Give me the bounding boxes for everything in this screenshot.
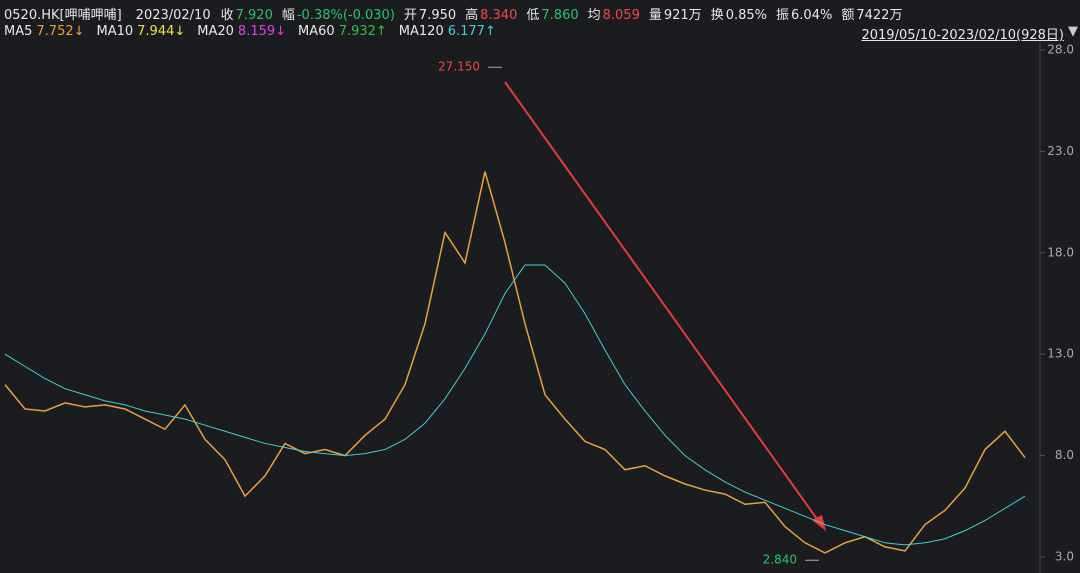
y-tick-label: 23.0 [1047,144,1074,158]
price-line [4,264,1026,546]
y-tick-label: 18.0 [1047,245,1074,259]
y-tick-label: 8.0 [1055,448,1074,462]
ma-value: 8.159↓ [237,24,287,39]
y-tick-label: 3.0 [1055,550,1074,564]
field-label: 幅 [281,8,295,23]
field-label: 高 [465,8,479,23]
y-tick-label: 13.0 [1047,347,1074,361]
field-label: 收 [220,8,234,23]
field-value: 921万 [663,8,702,23]
date-range[interactable]: 2019/05/10-2023/02/10(928日) [861,28,1064,43]
field-value: 6.04% [791,8,833,23]
field-value: 7.860 [541,8,579,23]
date: 2023/02/10 [135,8,211,23]
field-label: 量 [648,8,662,23]
y-tick-label: 28.0 [1047,43,1074,57]
field-value: 7.920 [235,8,273,23]
arrow-head [812,515,826,531]
ma-name: MA20 [197,24,234,39]
field-value: 7.950 [418,8,457,23]
annotation-label: 27.150 [438,60,480,74]
field-label: 额 [841,8,855,23]
ma-name: MA60 [298,24,335,39]
range-dropdown[interactable]: ▼ [1068,24,1078,39]
field-label: 开 [403,8,417,23]
annotation-label: 2.840 [763,553,797,567]
ma-row: MA5 7.752↓ MA10 7.944↓ MA20 8.159↓ MA60 7.932↑ M… [4,24,508,39]
ma-value: 7.944↓ [137,24,186,39]
quote-row: 0520.HK[呷哺呷哺] 2023/02/10 收 7.920 幅 -0.38%(-0.… [4,4,911,23]
field-value: 7422万 [856,8,903,23]
field-value: 8.059 [602,8,640,23]
ma-value: 7.752↓ [36,24,85,39]
ma-name: MA120 [398,24,444,39]
field-value: 0.85% [725,8,768,23]
ma-value: 6.177↑ [447,24,496,39]
field-label: 均 [587,8,601,23]
field-value: 8.340 [480,8,518,23]
trend-arrow [504,81,823,527]
field-label: 换 [710,8,724,23]
price-line [4,171,1026,554]
field-label: 低 [526,8,540,23]
ma-value: 7.932↑ [338,24,387,39]
field-value: -0.38%(-0.030) [296,8,395,23]
ma-name: MA10 [96,24,134,39]
symbol: 0520.HK[呷哺呷哺] [4,8,122,23]
field-label: 振 [776,8,790,23]
ma-name: MA5 [4,24,33,39]
